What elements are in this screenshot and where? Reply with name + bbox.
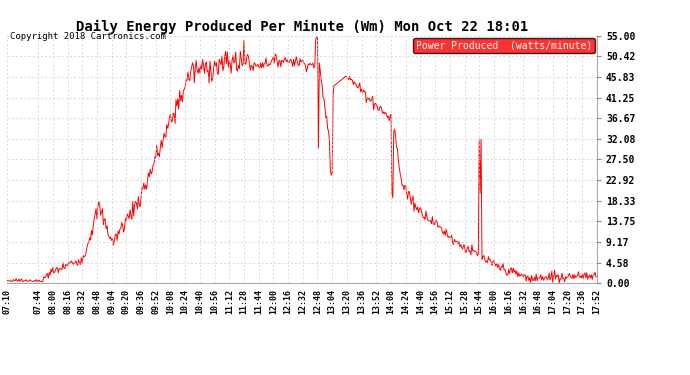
Legend: Power Produced  (watts/minute): Power Produced (watts/minute) bbox=[413, 38, 595, 53]
Title: Daily Energy Produced Per Minute (Wm) Mon Oct 22 18:01: Daily Energy Produced Per Minute (Wm) Mo… bbox=[76, 20, 528, 34]
Text: Copyright 2018 Cartronics.com: Copyright 2018 Cartronics.com bbox=[10, 32, 166, 41]
